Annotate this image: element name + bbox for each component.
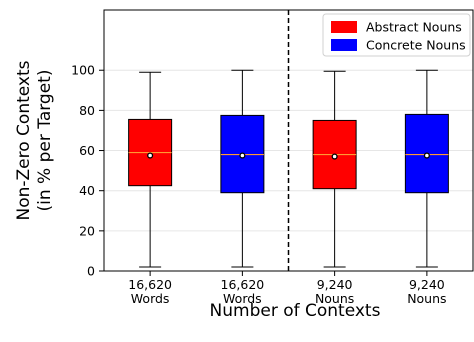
legend: Abstract Nouns Concrete Nouns	[322, 13, 471, 57]
mean-marker	[331, 153, 338, 160]
mean-marker	[239, 152, 246, 159]
legend-swatch	[331, 39, 357, 51]
x-tick-label: Nouns	[407, 291, 446, 306]
box-group	[404, 69, 449, 268]
legend-box	[322, 13, 471, 57]
mean-marker	[423, 152, 430, 159]
y-tick-label: 60	[79, 143, 95, 158]
y-axis-label-line-2: (in % per Target)	[35, 70, 55, 212]
box-group	[128, 71, 173, 268]
y-tick-label: 40	[79, 183, 95, 198]
x-tick-label: Nouns	[315, 291, 354, 306]
x-tick-label: 16,620	[128, 277, 172, 292]
x-tick-label: Words	[131, 291, 170, 306]
mean-marker	[147, 152, 154, 159]
x-axis-ticks: 16,620Words16,620Words9,240Nouns9,240Nou…	[128, 271, 447, 306]
y-tick-label: 0	[87, 264, 95, 279]
x-tick-label: 9,240	[317, 277, 353, 292]
x-axis-label: Number of Contexts	[210, 301, 381, 321]
y-tick-label: 100	[71, 63, 95, 78]
box-group	[312, 70, 357, 268]
y-tick-label: 20	[79, 223, 95, 238]
x-tick-label: 9,240	[409, 277, 445, 292]
box-group	[220, 69, 265, 268]
boxes	[128, 69, 449, 268]
legend-swatch	[331, 21, 357, 33]
plot-frame	[103, 9, 474, 272]
legend-label: Abstract Nouns	[366, 20, 462, 35]
y-axis-ticks: 0 20 40 60 80 100	[71, 63, 104, 279]
x-tick-label: Words	[223, 291, 262, 306]
legend-label: Concrete Nouns	[366, 38, 466, 53]
x-tick-label: 16,620	[221, 277, 265, 292]
y-axis-label-line-1: Non-Zero Contexts	[14, 60, 34, 220]
y-tick-label: 80	[79, 103, 95, 118]
